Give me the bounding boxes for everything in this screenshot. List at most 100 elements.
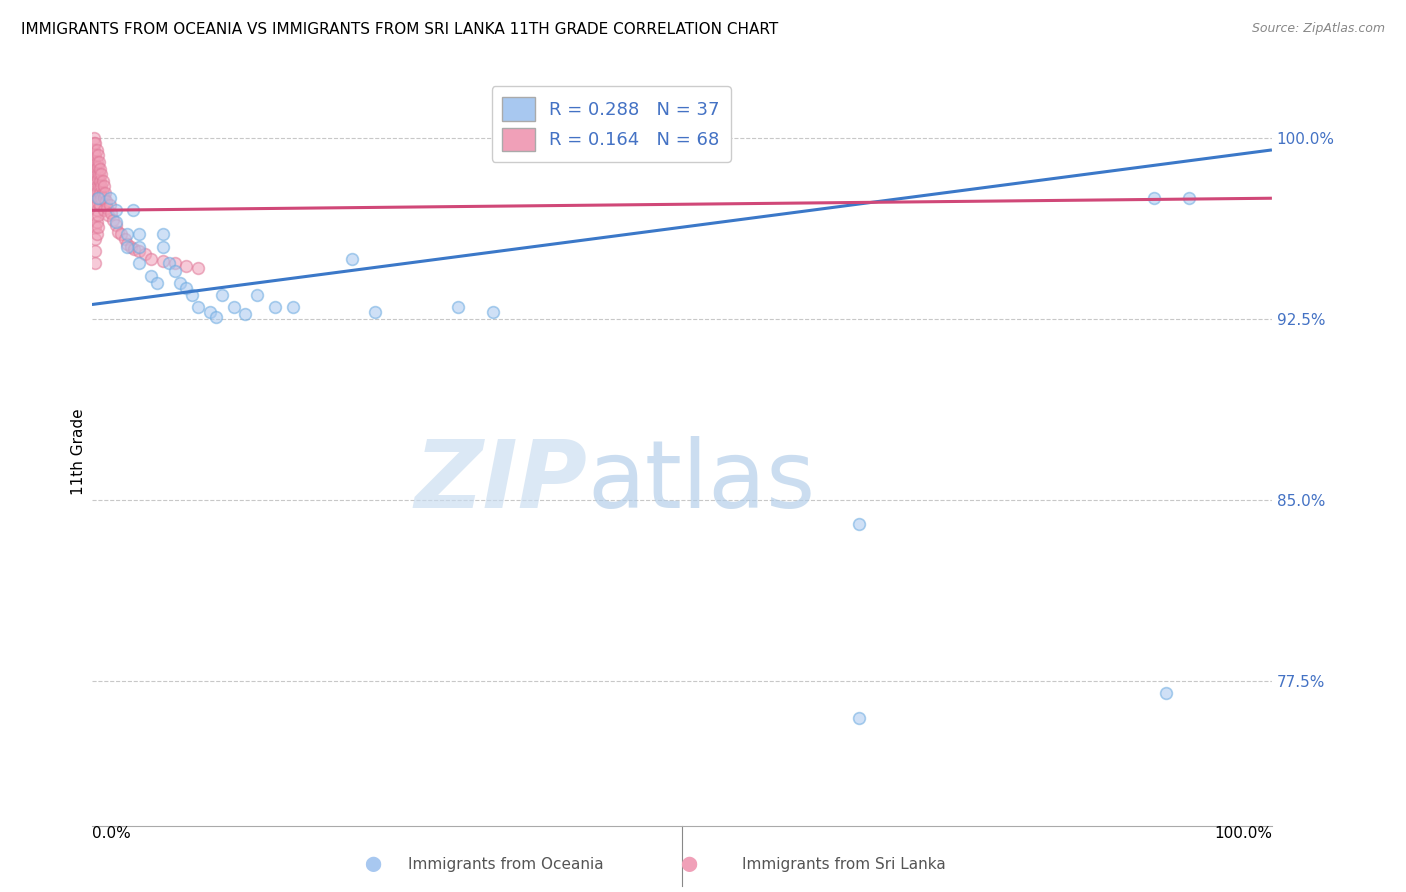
Point [93,203,115,218]
Point [89,162,111,177]
Text: 0.0%: 0.0% [91,826,131,841]
Point [91,186,114,201]
Point [84,256,107,270]
Point [134,247,156,261]
Point [83,167,105,181]
Point [86,179,108,194]
Point [83,143,105,157]
Text: ⬤: ⬤ [364,857,381,872]
Point [163,263,186,277]
Point [90,179,112,194]
Point [87,167,110,181]
Point [87,179,110,194]
Point [169,276,191,290]
Point [98,198,121,212]
Point [1154,686,1177,700]
Point [90,167,112,181]
Point [89,186,111,201]
Point [122,203,145,218]
Text: IMMIGRANTS FROM OCEANIA VS IMMIGRANTS FROM SRI LANKA 11TH GRADE CORRELATION CHAR: IMMIGRANTS FROM OCEANIA VS IMMIGRANTS FR… [21,22,779,37]
Point [89,174,111,188]
Point [152,239,174,253]
Point [86,227,108,242]
Point [114,232,136,246]
Point [83,136,105,150]
Point [187,300,209,314]
Point [364,305,387,319]
Point [181,288,204,302]
Point [89,198,111,212]
Point [110,227,132,242]
Point [87,208,110,222]
Text: atlas: atlas [588,436,815,528]
Point [176,259,198,273]
Point [146,276,169,290]
Point [222,300,245,314]
Point [87,184,110,198]
Point [198,305,221,319]
Point [84,220,107,235]
Point [83,155,105,169]
Point [176,280,198,294]
Point [139,252,162,266]
Point [84,208,107,222]
Point [93,179,115,194]
Point [340,252,363,266]
Point [87,191,110,205]
Point [104,203,127,218]
Point [205,310,228,324]
Point [84,184,107,198]
Point [1178,191,1201,205]
Point [120,239,142,253]
Point [93,191,115,205]
Point [104,218,127,232]
Point [117,237,139,252]
Point [107,225,129,239]
Text: Immigrants from Sri Lanka: Immigrants from Sri Lanka [742,857,945,872]
Text: ⬤: ⬤ [681,857,697,872]
Point [94,186,117,201]
Point [848,710,870,724]
Point [128,256,150,270]
Point [84,244,107,259]
Point [100,205,122,219]
Point [281,300,304,314]
Point [86,143,108,157]
Point [84,196,107,211]
Point [128,244,150,259]
Point [91,174,114,188]
Point [86,167,108,181]
Point [87,196,110,211]
Point [84,232,107,246]
Point [187,261,209,276]
Text: 100.0%: 100.0% [1213,826,1272,841]
Point [163,256,186,270]
Point [117,227,139,242]
Legend: R = 0.288   N = 37, R = 0.164   N = 68: R = 0.288 N = 37, R = 0.164 N = 68 [492,87,731,161]
Point [117,239,139,253]
Point [84,160,107,174]
Point [152,227,174,242]
Point [87,147,110,161]
Point [263,300,285,314]
Point [157,256,180,270]
Point [84,136,107,150]
Point [124,242,146,256]
Point [84,172,107,186]
Point [94,194,117,208]
Point [87,155,110,169]
Point [233,307,256,321]
Text: Source: ZipAtlas.com: Source: ZipAtlas.com [1251,22,1385,36]
Point [139,268,162,283]
Point [86,191,108,205]
Point [1143,191,1166,205]
Point [211,288,233,302]
Point [87,191,110,205]
Point [90,191,112,205]
Point [152,254,174,268]
Point [848,517,870,532]
Text: ZIP: ZIP [415,436,588,528]
Point [128,239,150,253]
Point [87,220,110,235]
Point [86,155,108,169]
